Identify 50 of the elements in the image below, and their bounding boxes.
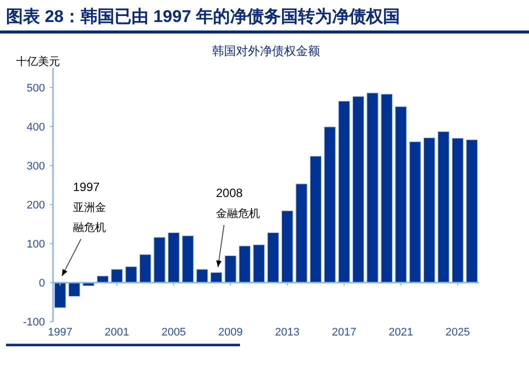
- bar: [452, 138, 464, 283]
- bar: [238, 246, 251, 283]
- y-tick-label: 200: [26, 200, 45, 212]
- x-tick-label: 2017: [332, 326, 356, 339]
- x-tick-label: 2005: [161, 326, 186, 339]
- bar: [338, 100, 350, 283]
- y-tick-label: 500: [26, 82, 45, 95]
- y-tick-label: 300: [26, 160, 45, 173]
- bar: [139, 254, 152, 283]
- bar: [310, 156, 322, 283]
- x-tick-label: 2013: [275, 326, 300, 339]
- bar: [54, 282, 66, 308]
- bar: [182, 236, 194, 283]
- bar: [111, 269, 123, 283]
- bar: [395, 106, 407, 283]
- bar: [154, 237, 166, 283]
- bar: [438, 131, 450, 283]
- annotation: 1997 亚洲金融危机: [62, 180, 106, 276]
- x-tick-label: 2021: [388, 326, 414, 339]
- bar: [68, 282, 80, 297]
- bar: [466, 140, 478, 283]
- bar: [380, 94, 393, 283]
- bar: [224, 255, 236, 283]
- bar: [253, 244, 265, 283]
- bar: [196, 269, 208, 283]
- bar: [324, 126, 336, 283]
- annotation: 2008 金融危机: [216, 186, 260, 220]
- chart-title: 图表 28：韩国已由 1997 年的净债务国转为净债权国: [6, 7, 400, 26]
- y-tick-label: 100: [26, 238, 45, 251]
- x-tick-label: 2025: [445, 326, 470, 339]
- y-tick-label: 400: [26, 122, 45, 134]
- bar: [352, 96, 364, 283]
- y-axis-title: 十亿美元: [16, 55, 60, 68]
- chart-subtitle: 韩国对外净债权金额: [212, 44, 320, 58]
- annotation: 2008 金融危机: [216, 186, 260, 268]
- bar: [366, 92, 378, 283]
- bar: [281, 210, 294, 283]
- x-tick-label: 2009: [218, 326, 243, 339]
- annotation: 1997 亚洲金融危机: [73, 180, 106, 234]
- x-tick-label: 2001: [104, 326, 130, 339]
- bar: [125, 266, 137, 283]
- x-tick-label: 1997: [48, 326, 72, 339]
- bar: [210, 272, 222, 283]
- bar: [267, 232, 279, 283]
- y-tick-label: 0: [38, 278, 45, 290]
- bar: [423, 138, 436, 283]
- bar: [296, 184, 308, 283]
- bar: [409, 141, 421, 283]
- bar: [168, 232, 180, 283]
- y-tick-label: -100: [22, 316, 45, 329]
